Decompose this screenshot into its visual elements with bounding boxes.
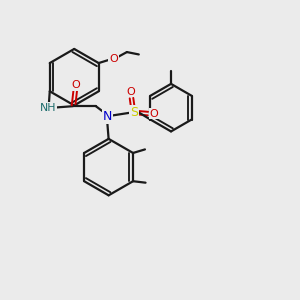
Text: N: N (102, 110, 112, 123)
Text: O: O (150, 109, 158, 118)
Text: O: O (109, 54, 118, 64)
Text: O: O (127, 87, 135, 97)
Text: S: S (130, 106, 138, 118)
Text: NH: NH (40, 103, 56, 112)
Text: O: O (71, 80, 80, 90)
